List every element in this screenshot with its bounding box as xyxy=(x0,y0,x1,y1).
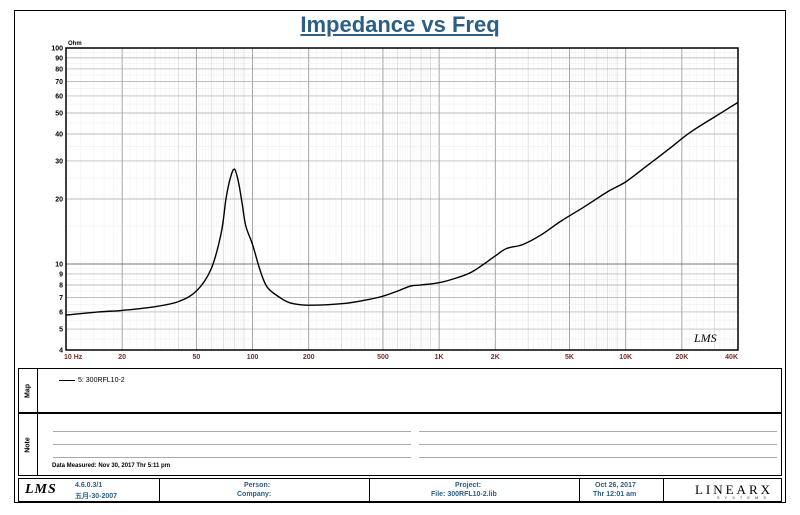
note-line xyxy=(419,444,777,445)
map-label-cell: Map xyxy=(19,369,38,412)
footer-bar: LMS 4.6.0.3/1 五月-30-2007 Person: Company… xyxy=(18,478,782,502)
note-label-cell: Note xyxy=(19,414,38,475)
x-tick-label: 50 xyxy=(193,354,201,361)
footer-project-cell: Project: File: 300RFL10-2.lib xyxy=(369,479,580,501)
x-tick-labels: 10 Hz 20 50 100 200 500 1K 2K 5K 10K 20K 40K xyxy=(64,354,738,361)
chart-title: Impedance vs Freq xyxy=(300,12,500,37)
y-tick-label: 8 xyxy=(59,282,63,289)
x-tick-label: 20 xyxy=(118,354,126,361)
map-label: Map xyxy=(24,383,32,398)
chart-frame xyxy=(14,10,786,503)
x-tick-label: 5K xyxy=(565,354,574,361)
project-label: Project: xyxy=(455,482,482,489)
map-panel: Map 5: 300RFL10-2 xyxy=(18,368,782,413)
x-tick-label: 200 xyxy=(303,354,315,361)
y-tick-label: 10 xyxy=(55,262,63,269)
y-tick-label: 90 xyxy=(55,55,63,62)
x-tick-label: 1K xyxy=(435,354,444,361)
file-name: File: 300RFL10-2.lib xyxy=(431,491,497,498)
x-tick-label: 10 Hz xyxy=(64,354,83,361)
footer-version-cell: LMS 4.6.0.3/1 五月-30-2007 xyxy=(19,479,160,501)
x-tick-label: 500 xyxy=(377,354,389,361)
brand-subtitle: SYSTEMS xyxy=(716,495,771,500)
y-tick-label: 80 xyxy=(55,66,63,73)
note-line xyxy=(419,431,777,432)
x-tick-label: 100 xyxy=(247,354,259,361)
y-tick-label: 50 xyxy=(55,111,63,118)
footer-person-cell: Person: Company: xyxy=(159,479,370,501)
note-line xyxy=(53,431,411,432)
legend-line-swatch xyxy=(59,380,75,381)
chart-annotation-lms: LMS xyxy=(693,331,717,345)
y-tick-label: 4 xyxy=(59,348,63,355)
x-tick-label: 2K xyxy=(491,354,500,361)
version-date: 五月-30-2007 xyxy=(75,493,118,500)
version-number: 4.6.0.3/1 xyxy=(75,482,103,489)
lms-logo: LMS xyxy=(25,482,57,497)
x-tick-label: 40K xyxy=(725,354,738,361)
y-unit-label: Ohm xyxy=(68,41,82,47)
note-line xyxy=(53,457,411,458)
y-tick-labels: 4 5 6 7 8 9 10 20 30 40 50 60 70 80 90 100 xyxy=(51,46,63,355)
footer-date-cell: Oct 26, 2017 Thr 12:01 am xyxy=(579,479,664,501)
note-line xyxy=(419,457,777,458)
y-tick-label: 100 xyxy=(51,46,63,53)
y-tick-label: 6 xyxy=(59,309,63,316)
x-tick-label: 20K xyxy=(675,354,688,361)
brand-name: LINEARX xyxy=(694,482,773,497)
plot-area-border xyxy=(65,47,739,351)
y-tick-label: 20 xyxy=(55,197,63,204)
legend-label: 5: 300RFL10-2 xyxy=(78,377,125,384)
footer-time: Thr 12:01 am xyxy=(593,491,637,498)
y-tick-label: 70 xyxy=(55,79,63,86)
legend-entry: 5: 300RFL10-2 xyxy=(59,377,125,384)
y-tick-label: 9 xyxy=(59,271,63,278)
y-tick-label: 40 xyxy=(55,131,63,138)
y-tick-label: 30 xyxy=(55,158,63,165)
series-line-300RFL10-2 xyxy=(65,101,739,316)
linearx-logo: LINEARX xyxy=(695,482,773,498)
y-tick-label: 7 xyxy=(59,295,63,302)
note-panel: Note Data Measured: Nov 30, 2017 Thr 5:1… xyxy=(18,413,782,476)
note-line xyxy=(53,444,411,445)
x-tick-label: 10K xyxy=(619,354,632,361)
measured-date: Data Measured: Nov 30, 2017 Thr 5:11 pm xyxy=(52,463,171,469)
footer-date: Oct 26, 2017 xyxy=(595,482,636,489)
footer-brand-cell: LINEARX SYSTEMS xyxy=(663,479,781,501)
person-label: Person: xyxy=(244,482,271,489)
y-tick-label: 5 xyxy=(59,327,63,334)
note-label: Note xyxy=(24,436,32,453)
company-label: Company: xyxy=(237,491,272,498)
y-tick-label: 60 xyxy=(55,93,63,100)
